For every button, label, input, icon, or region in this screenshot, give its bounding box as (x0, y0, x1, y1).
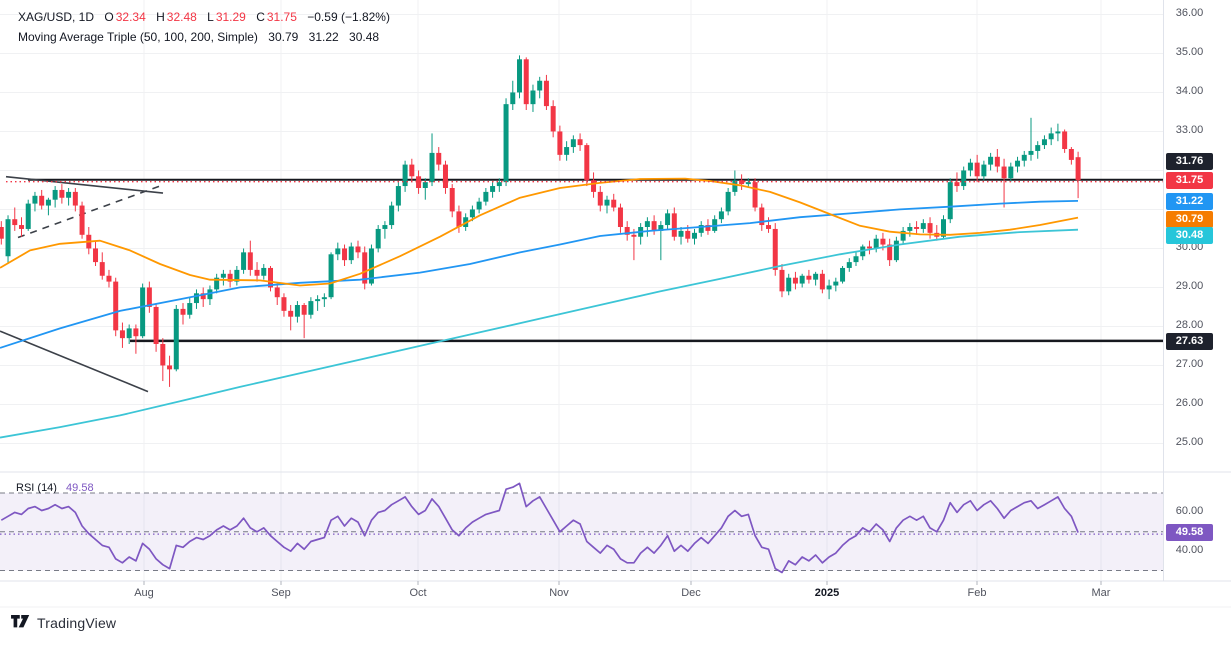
time-tick-label: Feb (967, 587, 987, 599)
price-label-tag: 30.79 (1166, 211, 1213, 228)
ma50-value: 30.79 (268, 30, 299, 44)
tradingview-wordmark: TradingView (37, 615, 117, 631)
tradingview-logo[interactable]: TradingView (11, 615, 116, 631)
price-tick-label: 35.00 (1175, 46, 1204, 59)
time-tick-label: Dec (681, 587, 701, 599)
price-tick-label: 26.00 (1175, 397, 1204, 410)
price-tick-label: 27.00 (1175, 358, 1204, 371)
low-value: 31.29 (215, 10, 246, 24)
time-tick-label: Nov (549, 587, 569, 599)
ma-indicator-legend: Moving Average Triple (50, 100, 200, Sim… (18, 30, 379, 44)
ma-indicator-title: Moving Average Triple (50, 100, 200, Sim… (18, 30, 258, 44)
price-label-tag: 31.76 (1166, 153, 1213, 170)
price-axis[interactable]: 36.00 35.00 34.00 33.00 30.00 29.00 28.00 27.00… (1163, 0, 1231, 608)
time-tick-label: 2025 (814, 587, 840, 599)
price-label-tag: 31.75 (1166, 172, 1213, 189)
change-value: −0.59 (−1.82%) (307, 10, 390, 24)
open-value: 32.34 (115, 10, 146, 24)
symbol-title: XAG/USD, 1D (18, 10, 95, 24)
high-value: 32.48 (166, 10, 197, 24)
time-tick-label: Oct (409, 587, 427, 599)
price-tick-label: 30.00 (1175, 241, 1204, 254)
high-label: H (156, 10, 165, 24)
price-label-tag: 27.63 (1166, 332, 1213, 350)
price-label-tag: 49.58 (1166, 524, 1213, 541)
open-label: O (104, 10, 114, 24)
price-tick-label: 25.00 (1175, 436, 1204, 449)
time-tick-label: Aug (134, 587, 154, 599)
price-tick-label: 34.00 (1175, 85, 1204, 98)
ma100-value: 31.22 (308, 30, 339, 44)
close-value: 31.75 (266, 10, 297, 24)
price-label-tag: 31.22 (1166, 193, 1213, 210)
rsi-indicator-legend: RSI (14) 49.58 (16, 482, 94, 494)
rsi-tick-label: 60.00 (1175, 505, 1204, 518)
time-tick-label: Sep (271, 587, 291, 599)
symbol-ohlc-legend: XAG/USD, 1D O 32.34 H 32.48 L 31.29 C 31.75 … (18, 10, 390, 24)
price-tick-label: 28.00 (1175, 319, 1204, 332)
rsi-title: RSI (16, 482, 35, 494)
tradingview-mark-icon (11, 615, 30, 628)
time-axis[interactable]: Aug Sep Oct Nov Dec 2025 Feb Mar (0, 581, 1163, 607)
price-tick-label: 29.00 (1175, 280, 1204, 293)
price-label-tag: 30.48 (1166, 227, 1213, 244)
close-label: C (256, 10, 265, 24)
time-tick-label: Mar (1091, 587, 1111, 599)
ma200-value: 30.48 (349, 30, 380, 44)
price-tick-label: 36.00 (1175, 7, 1204, 20)
price-tick-label: 33.00 (1175, 124, 1204, 137)
rsi-tick-label: 40.00 (1175, 544, 1204, 557)
rsi-value: 49.58 (66, 482, 94, 494)
rsi-params: (14) (37, 482, 57, 494)
low-label: L (207, 10, 214, 24)
